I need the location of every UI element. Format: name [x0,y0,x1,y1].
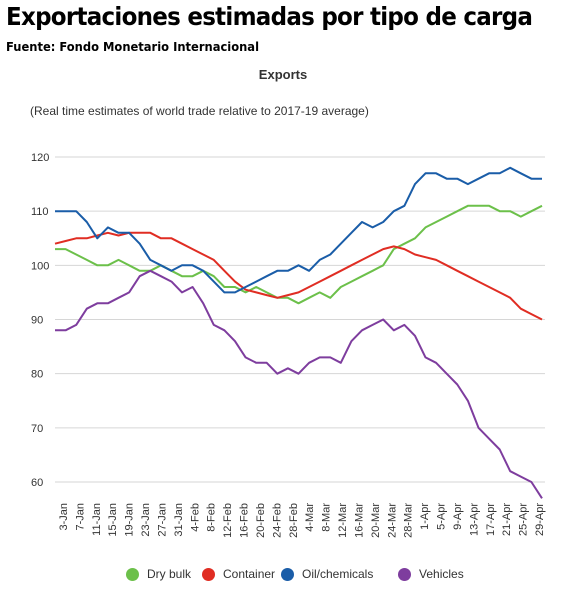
x-tick-label: 23-Jan [140,503,152,537]
x-tick-label: 12-Feb [222,503,234,538]
legend: Dry bulk Container Oil/chemicals Vehicles [0,567,566,583]
x-tick-label: 29-Apr [534,503,546,536]
x-tick-label: 17-Apr [485,503,497,536]
legend-item: Oil/chemicals [281,567,373,581]
legend-swatch [281,567,294,581]
x-tick-label: 28-Feb [288,503,300,538]
legend-label: Container [223,567,276,581]
legend-label: Oil/chemicals [302,567,374,581]
legend-item: Dry bulk [126,567,191,581]
x-tick-label: 20-Mar [370,503,382,538]
x-tick-label: 28-Mar [403,503,415,538]
x-tick-label: 24-Mar [386,503,398,538]
series-line-vehicles [55,269,543,499]
x-tick-label: 16-Mar [353,503,365,538]
source-line: Fuente: Fondo Monetario Internacional [6,39,260,54]
x-axis-ticks: 3-Jan 7-Jan 11-Jan 15-Jan 19-Jan 23-Jan 27-Jan… [58,503,546,538]
legend-item: Container [202,567,275,581]
headline: Exportaciones estimadas por tipo de carg… [6,2,533,31]
legend-label: Vehicles [419,567,464,581]
series-line-dry-bulk [55,204,543,305]
y-tick-label: 70 [31,423,43,435]
x-tick-label: 19-Jan [124,503,136,537]
chart-subtitle: (Real time estimates of world trade rela… [30,104,369,118]
legend-swatch [398,567,411,581]
x-tick-label: 1-Apr [419,503,431,530]
x-tick-label: 4-Feb [189,503,201,532]
x-tick-label: 5-Apr [436,503,448,530]
x-tick-label: 13-Apr [468,503,480,536]
y-tick-label: 100 [31,260,49,272]
x-tick-label: 12-Mar [337,503,349,538]
x-tick-label: 8-Feb [206,503,218,532]
legend-swatch [126,567,139,581]
x-tick-label: 15-Jan [107,503,119,537]
x-tick-label: 11-Jan [91,503,103,536]
series-lines [54,166,543,499]
y-tick-label: 60 [31,477,43,489]
y-axis-ticks: 60 70 80 90 100 110 120 [31,152,49,489]
legend-swatch [202,567,215,581]
series-line-oil-chemicals [55,166,542,294]
series-line-container [54,231,543,321]
y-tick-label: 90 [31,315,43,327]
x-tick-label: 7-Jan [74,503,86,531]
x-tick-label: 8-Mar [321,503,333,532]
x-tick-label: 16-Feb [239,503,251,538]
chart-title: Exports [258,67,308,82]
y-tick-label: 80 [31,369,43,381]
x-tick-label: 20-Feb [255,503,267,538]
x-tick-label: 31-Jan [173,503,185,537]
y-tick-label: 110 [31,206,49,218]
x-tick-label: 25-Apr [518,503,530,536]
x-tick-label: 27-Jan [156,503,168,537]
x-tick-label: 3-Jan [58,503,70,531]
x-tick-label: 24-Feb [271,503,283,538]
y-tick-label: 120 [31,152,49,164]
x-tick-label: 9-Apr [452,503,464,530]
x-tick-label: 21-Apr [501,503,513,536]
x-tick-label: 4-Mar [304,503,316,532]
legend-label: Dry bulk [147,567,192,581]
legend-item: Vehicles [398,567,464,581]
